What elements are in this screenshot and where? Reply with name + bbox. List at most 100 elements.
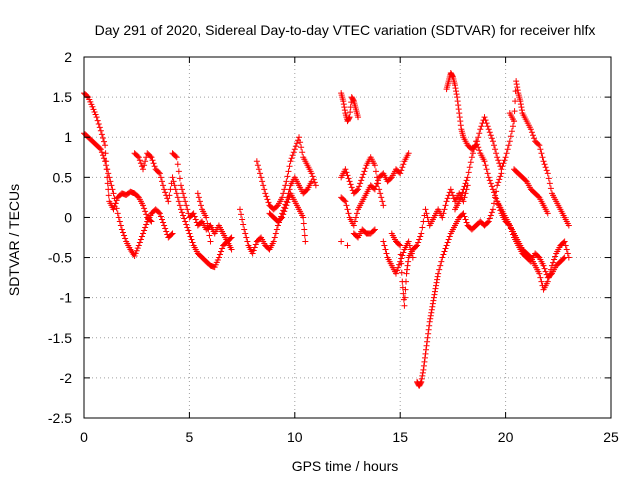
data-point (137, 160, 144, 167)
data-point (457, 195, 464, 202)
data-point (486, 129, 493, 136)
data-point (530, 132, 537, 139)
axis-ticks: 0 5 10 15 20 25 2 1.5 1 0.5 0 -0.5 -1 -1.5 -2 -2.5 (48, 49, 619, 445)
data-point (455, 102, 462, 109)
data-point (484, 170, 491, 177)
data-point (562, 242, 569, 249)
data-point (404, 262, 411, 269)
data-point (420, 366, 427, 373)
data-point (464, 174, 471, 181)
data-point (374, 180, 381, 187)
data-point (394, 267, 401, 274)
data-point (462, 190, 469, 197)
data-point (191, 213, 198, 220)
data-point (240, 221, 247, 228)
data-point (546, 180, 553, 187)
series-track-d (169, 150, 235, 253)
data-point (438, 258, 445, 265)
data-point (358, 177, 365, 184)
data-point (196, 198, 203, 205)
data-point (284, 173, 291, 180)
x-tick-label: 20 (498, 429, 514, 445)
data-point (134, 245, 141, 252)
data-point (300, 220, 307, 227)
data-point (547, 271, 554, 278)
data-point (170, 178, 177, 185)
data-point (103, 162, 110, 169)
data-point (142, 224, 149, 231)
data-point (359, 174, 366, 181)
data-point (350, 97, 357, 104)
data-point (309, 173, 316, 180)
data-point (501, 157, 508, 164)
data-point (280, 211, 287, 218)
data-point (465, 169, 472, 176)
data-point (281, 186, 288, 193)
data-point (163, 228, 170, 235)
data-point (162, 189, 169, 196)
data-point (289, 152, 296, 159)
data-point (512, 98, 519, 105)
data-point (498, 166, 505, 173)
data-point (474, 141, 481, 148)
data-point (219, 245, 226, 252)
data-point (355, 114, 362, 121)
data-point (470, 146, 477, 153)
data-point (372, 168, 379, 175)
data-point (300, 214, 307, 221)
data-point (401, 302, 408, 309)
data-point (176, 175, 183, 182)
data-point (452, 85, 459, 92)
data-point (444, 239, 451, 246)
data-point (160, 219, 167, 226)
data-point (340, 98, 347, 105)
data-point (448, 189, 455, 196)
data-point (461, 213, 468, 220)
data-point (417, 233, 424, 240)
data-point (463, 219, 470, 226)
data-point (134, 193, 141, 200)
data-point (107, 178, 114, 185)
data-point (486, 177, 493, 184)
data-point (422, 350, 429, 357)
data-point (156, 170, 163, 177)
data-point (449, 73, 456, 80)
data-point (397, 251, 404, 258)
data-point (475, 134, 482, 141)
data-point (440, 251, 447, 258)
data-point (461, 194, 468, 201)
data-point (446, 233, 453, 240)
data-point (360, 171, 367, 178)
data-point (95, 120, 102, 127)
y-axis-label: SDTVAR / TECUs (6, 184, 22, 296)
data-point (346, 114, 353, 121)
data-point (286, 163, 293, 170)
data-point (395, 264, 402, 271)
data-point (189, 239, 196, 246)
data-point (343, 169, 350, 176)
data-point (416, 236, 423, 243)
data-point (148, 154, 155, 161)
data-point (203, 214, 210, 221)
data-point (93, 114, 100, 121)
data-point (96, 124, 103, 131)
data-point (561, 238, 568, 245)
data-point (441, 206, 448, 213)
data-point (453, 88, 460, 95)
data-point (541, 161, 548, 168)
data-point (283, 178, 290, 185)
data-point (468, 154, 475, 161)
data-point (263, 193, 270, 200)
data-point (423, 346, 430, 353)
data-point (502, 154, 509, 161)
data-point (402, 286, 409, 293)
y-tick-label: -1 (60, 290, 73, 306)
data-point (398, 167, 405, 174)
data-point (194, 190, 201, 197)
data-point (352, 214, 359, 221)
data-point (563, 246, 570, 253)
data-point (432, 285, 439, 292)
data-point (347, 109, 354, 116)
data-point (541, 265, 548, 272)
data-point (418, 378, 425, 385)
